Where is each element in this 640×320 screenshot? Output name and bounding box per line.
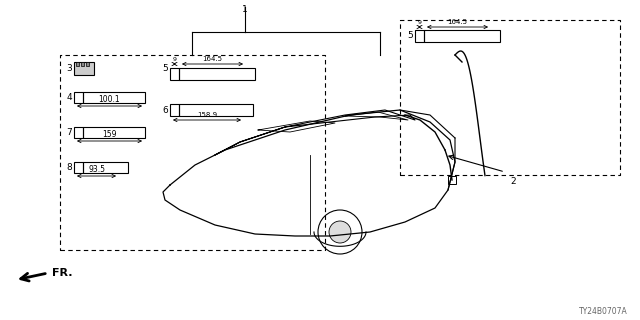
Bar xyxy=(179,68,255,80)
Text: FR.: FR. xyxy=(52,268,72,278)
Text: 5: 5 xyxy=(407,30,413,39)
Bar xyxy=(170,68,179,80)
Bar xyxy=(179,104,253,116)
Text: 164.5: 164.5 xyxy=(447,19,467,25)
Bar xyxy=(448,176,456,184)
Text: 8: 8 xyxy=(67,163,72,172)
Text: 4: 4 xyxy=(67,92,72,101)
Bar xyxy=(74,162,83,173)
Text: 158.9: 158.9 xyxy=(197,112,217,118)
Circle shape xyxy=(329,221,351,243)
Text: 1: 1 xyxy=(242,5,248,14)
Bar xyxy=(170,104,179,116)
Bar xyxy=(415,30,424,42)
Text: 2: 2 xyxy=(510,177,516,186)
Bar xyxy=(83,162,128,173)
Text: 9: 9 xyxy=(173,57,177,62)
Bar xyxy=(74,127,83,138)
Text: 6: 6 xyxy=(163,106,168,115)
Bar xyxy=(74,92,83,103)
Text: 164.5: 164.5 xyxy=(202,56,223,62)
Text: 100.1: 100.1 xyxy=(99,95,120,104)
Bar xyxy=(424,30,500,42)
Text: 3: 3 xyxy=(67,63,72,73)
Bar xyxy=(86,62,89,66)
Circle shape xyxy=(318,210,362,254)
Bar xyxy=(76,62,79,66)
Text: 9: 9 xyxy=(417,20,422,25)
Bar xyxy=(83,127,145,138)
Bar xyxy=(74,62,94,75)
Bar xyxy=(81,62,84,66)
Text: 7: 7 xyxy=(67,127,72,137)
Text: 93.5: 93.5 xyxy=(88,165,105,174)
Text: 159: 159 xyxy=(102,130,116,139)
Text: 5: 5 xyxy=(163,63,168,73)
Bar xyxy=(83,92,145,103)
Text: TY24B0707A: TY24B0707A xyxy=(579,307,628,316)
